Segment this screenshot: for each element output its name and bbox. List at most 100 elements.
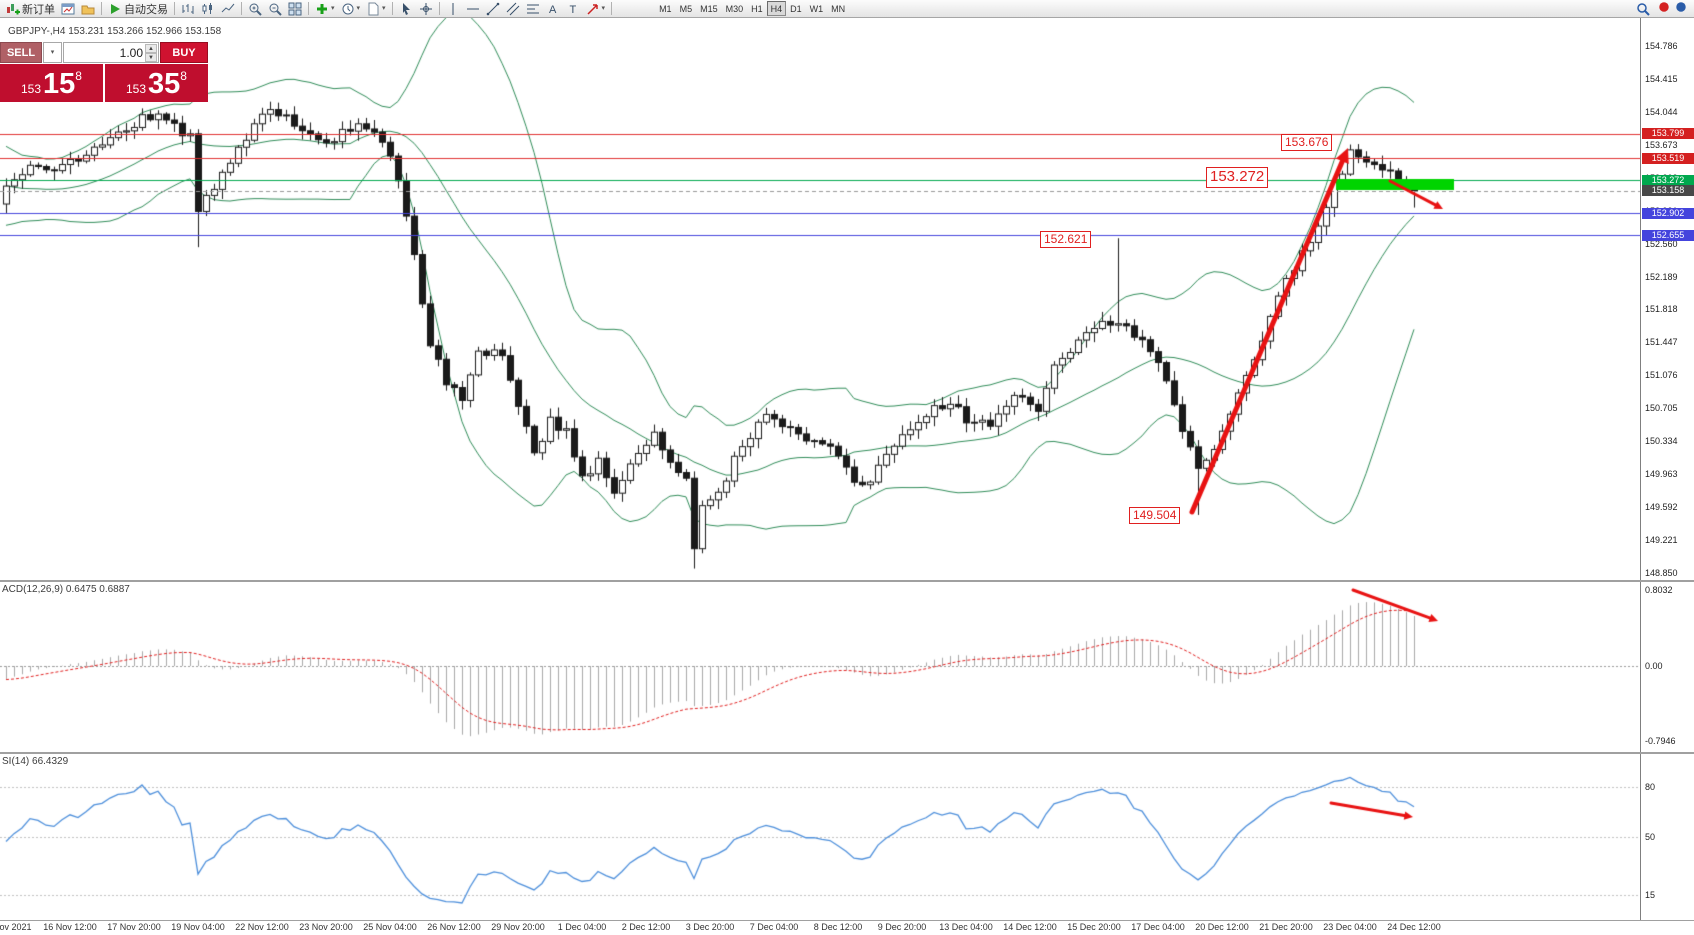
rsi-axis-label: 50	[1645, 832, 1656, 842]
price-tag: 153.272	[1642, 174, 1694, 186]
zoom-out-icon	[269, 3, 282, 16]
chevron-down-icon: ▾	[331, 4, 335, 12]
timeframe-m5-button[interactable]: M5	[676, 1, 697, 16]
price-callout[interactable]: 153.272	[1206, 167, 1269, 188]
open-chart-button[interactable]	[58, 1, 78, 17]
trendline-button[interactable]	[483, 1, 503, 17]
profiles-button[interactable]	[78, 1, 98, 17]
price-chart-canvas[interactable]	[0, 18, 1640, 580]
toolbar-right-group	[1633, 0, 1691, 18]
price-axis-label: 153.673	[1645, 139, 1678, 150]
text-button[interactable]: A	[543, 1, 563, 17]
bid-prefix: 153	[21, 82, 42, 96]
time-axis-label: 21 Dec 20:00	[1259, 922, 1313, 932]
tile-windows-button[interactable]	[285, 1, 305, 17]
rsi-canvas[interactable]	[0, 754, 1640, 920]
search-button[interactable]	[1633, 1, 1653, 17]
time-axis[interactable]: 15 Nov 2021 16 Nov 12:00 17 Nov 20:00 19 No…	[0, 921, 1640, 935]
horizontal-line-button[interactable]	[463, 1, 483, 17]
time-axis-label: 17 Dec 04:00	[1131, 922, 1185, 932]
line-chart-button[interactable]	[218, 1, 238, 17]
bar-chart-button[interactable]	[178, 1, 198, 17]
text-icon: A	[549, 4, 557, 16]
periods-button[interactable]: ▾	[338, 1, 364, 17]
alert-icon[interactable]	[1658, 0, 1670, 18]
volume-up-button[interactable]: ▲	[145, 43, 157, 53]
vertical-line-button[interactable]	[443, 1, 463, 17]
chevron-down-icon: ▾	[601, 4, 606, 12]
time-axis-label: 23 Nov 20:00	[299, 922, 353, 932]
price-callout[interactable]: 152.621	[1040, 231, 1092, 248]
volume-input[interactable]: 1.00 ▲ ▼	[63, 42, 159, 63]
new-order-icon	[7, 3, 20, 14]
fibonacci-button[interactable]	[523, 1, 543, 17]
one-click-trading-panel: SELL ▾ 1.00 ▲ ▼ BUY 153 15 8 153 35 8	[0, 42, 208, 102]
price-callout[interactable]: 153.676	[1281, 134, 1333, 151]
time-axis-label: 1 Dec 04:00	[557, 922, 607, 932]
zoom-out-button[interactable]	[265, 1, 285, 17]
bid-price[interactable]: 153 15 8	[0, 64, 103, 102]
timeframe-h1-button[interactable]: H1	[747, 1, 767, 16]
candlestick-chart-icon	[202, 2, 212, 14]
timeframe-m30-button[interactable]: M30	[722, 1, 748, 16]
volume-down-button[interactable]: ▼	[145, 52, 157, 62]
crosshair-button[interactable]	[416, 1, 436, 17]
ask-point: 8	[180, 69, 187, 83]
price-callout[interactable]: 149.504	[1129, 507, 1181, 524]
price-axis-label: 149.963	[1645, 469, 1678, 480]
price-axis-label: 151.076	[1645, 370, 1678, 381]
time-axis-label: 15 Nov 2021	[0, 922, 32, 932]
time-axis-label: 24 Dec 12:00	[1387, 922, 1441, 932]
info-icon[interactable]	[1675, 0, 1687, 18]
main-toolbar: 新订单 自动交易	[0, 0, 1694, 18]
folder-icon	[81, 5, 95, 14]
arrows-tool-button[interactable]: ▾	[583, 1, 609, 17]
price-axis-label: 154.786	[1645, 41, 1678, 51]
price-axis[interactable]: 154.786154.415154.044153.673153.302152.9…	[1640, 18, 1694, 580]
timeframe-m15-button[interactable]: M15	[696, 1, 722, 16]
price-axis-label: 154.044	[1645, 106, 1678, 117]
timeframe-m1-button[interactable]: M1	[655, 1, 676, 16]
volume-value: 1.00	[119, 45, 143, 60]
timeframe-h4-button[interactable]: H4	[766, 1, 787, 16]
channel-icon	[506, 2, 519, 15]
text-label-button[interactable]: T	[563, 1, 583, 17]
timeframe-w1-button[interactable]: W1	[806, 1, 828, 16]
time-axis-label: 14 Dec 12:00	[1003, 922, 1057, 932]
order-type-dropdown[interactable]: ▾	[43, 42, 62, 63]
price-axis-label: 150.705	[1645, 403, 1678, 414]
new-order-button[interactable]: 新订单	[3, 1, 58, 17]
macd-axis-label: 0.00	[1645, 661, 1663, 671]
timeframe-d1-button[interactable]: D1	[786, 1, 806, 16]
time-axis-label: 25 Nov 04:00	[363, 922, 417, 932]
price-axis-label: 151.447	[1645, 337, 1678, 348]
price-tag: 152.655	[1642, 229, 1694, 241]
buy-button[interactable]: BUY	[160, 42, 208, 63]
autotrading-button[interactable]: 自动交易	[105, 1, 171, 17]
time-axis-label: 15 Dec 20:00	[1067, 922, 1121, 932]
cursor-button[interactable]	[396, 1, 416, 17]
horizontal-line-icon	[466, 8, 479, 9]
ask-price[interactable]: 153 35 8	[105, 64, 208, 102]
panel-separator[interactable]	[0, 752, 1694, 754]
ask-pips: 35	[148, 68, 181, 100]
bid-point: 8	[75, 69, 82, 83]
sell-button[interactable]: SELL	[0, 42, 42, 63]
price-axis-label: 152.189	[1645, 271, 1678, 282]
candlestick-chart-button[interactable]	[198, 1, 218, 17]
panel-separator[interactable]	[0, 580, 1694, 582]
toolbar-separator	[611, 2, 613, 15]
templates-button[interactable]: ▾	[363, 1, 389, 17]
chevron-down-icon: ▾	[50, 48, 55, 56]
channel-button[interactable]	[503, 1, 523, 17]
time-axis-label: 22 Nov 12:00	[235, 922, 289, 932]
macd-axis-label: 0.8032	[1645, 584, 1673, 595]
price-axis-label: 148.850	[1645, 567, 1678, 578]
macd-canvas[interactable]	[0, 582, 1640, 752]
timeframe-mn-button[interactable]: MN	[827, 1, 849, 16]
time-axis-label: 2 Dec 12:00	[621, 922, 671, 932]
chevron-down-icon: ▾	[382, 4, 386, 12]
zoom-in-button[interactable]	[245, 1, 265, 17]
indicators-button[interactable]: ▾	[312, 1, 338, 17]
